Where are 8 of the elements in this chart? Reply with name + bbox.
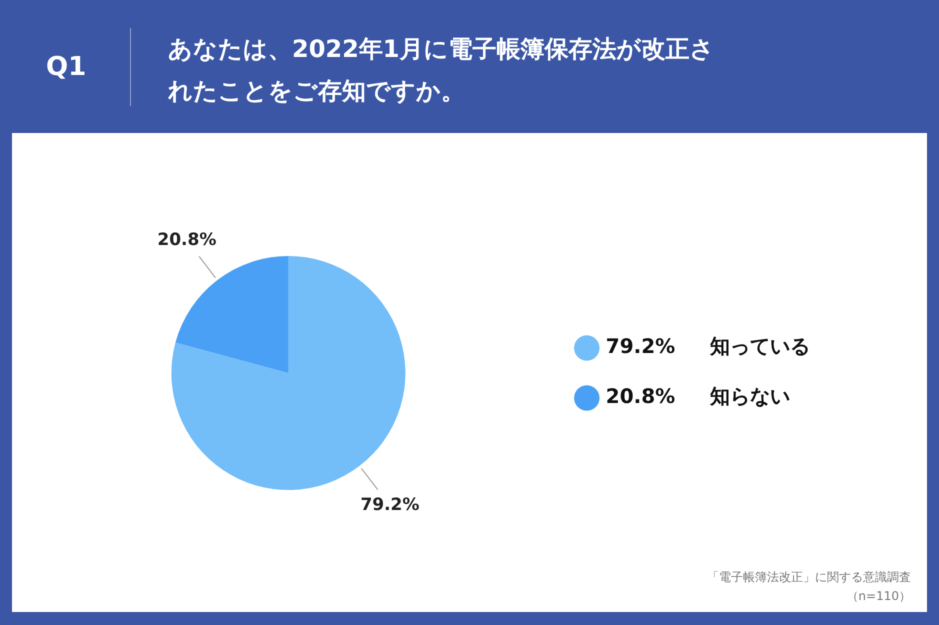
chart-title: あなたは、2022年1月に電子帳簿保存法が改正されたことをご存知ですか。: [168, 34, 716, 107]
text: （n=110）: [845, 588, 911, 605]
data-label: 20.8%: [157, 230, 216, 250]
text: 「電子帳簿法改正」に関する意識調査: [707, 569, 911, 586]
data-label: 79.2%: [360, 495, 420, 516]
text: Q1: [46, 52, 86, 82]
legend-label: 79.2% 知っている: [606, 334, 810, 358]
legend-label: 20.8% 知らない: [606, 384, 790, 408]
